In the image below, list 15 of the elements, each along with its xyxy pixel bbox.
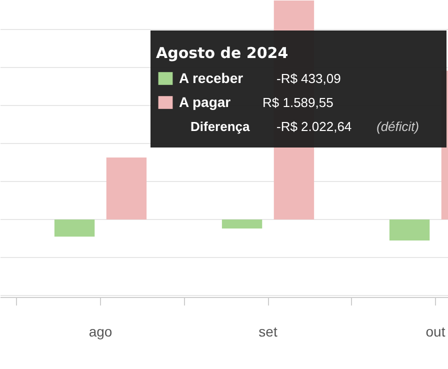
bar: [222, 220, 262, 228]
legend-title: Agosto de 2024: [156, 44, 288, 62]
legend-label: A receber: [179, 69, 244, 88]
legend-label: A pagar: [179, 93, 231, 112]
annotation: -R$ 2.022,64: [276, 119, 352, 134]
x-tick-label: set: [258, 324, 278, 340]
bar: [389, 220, 430, 241]
annotation: -R$ 433,09: [276, 71, 341, 86]
x-tick-label: ago: [88, 324, 112, 340]
annotation: Diferença: [190, 119, 251, 134]
annotation: R$ 1.589,55: [262, 95, 334, 110]
x-tick-label: out: [426, 324, 446, 340]
bar: [106, 158, 147, 220]
annotation: (déficit): [376, 119, 420, 134]
bar: [54, 220, 95, 237]
